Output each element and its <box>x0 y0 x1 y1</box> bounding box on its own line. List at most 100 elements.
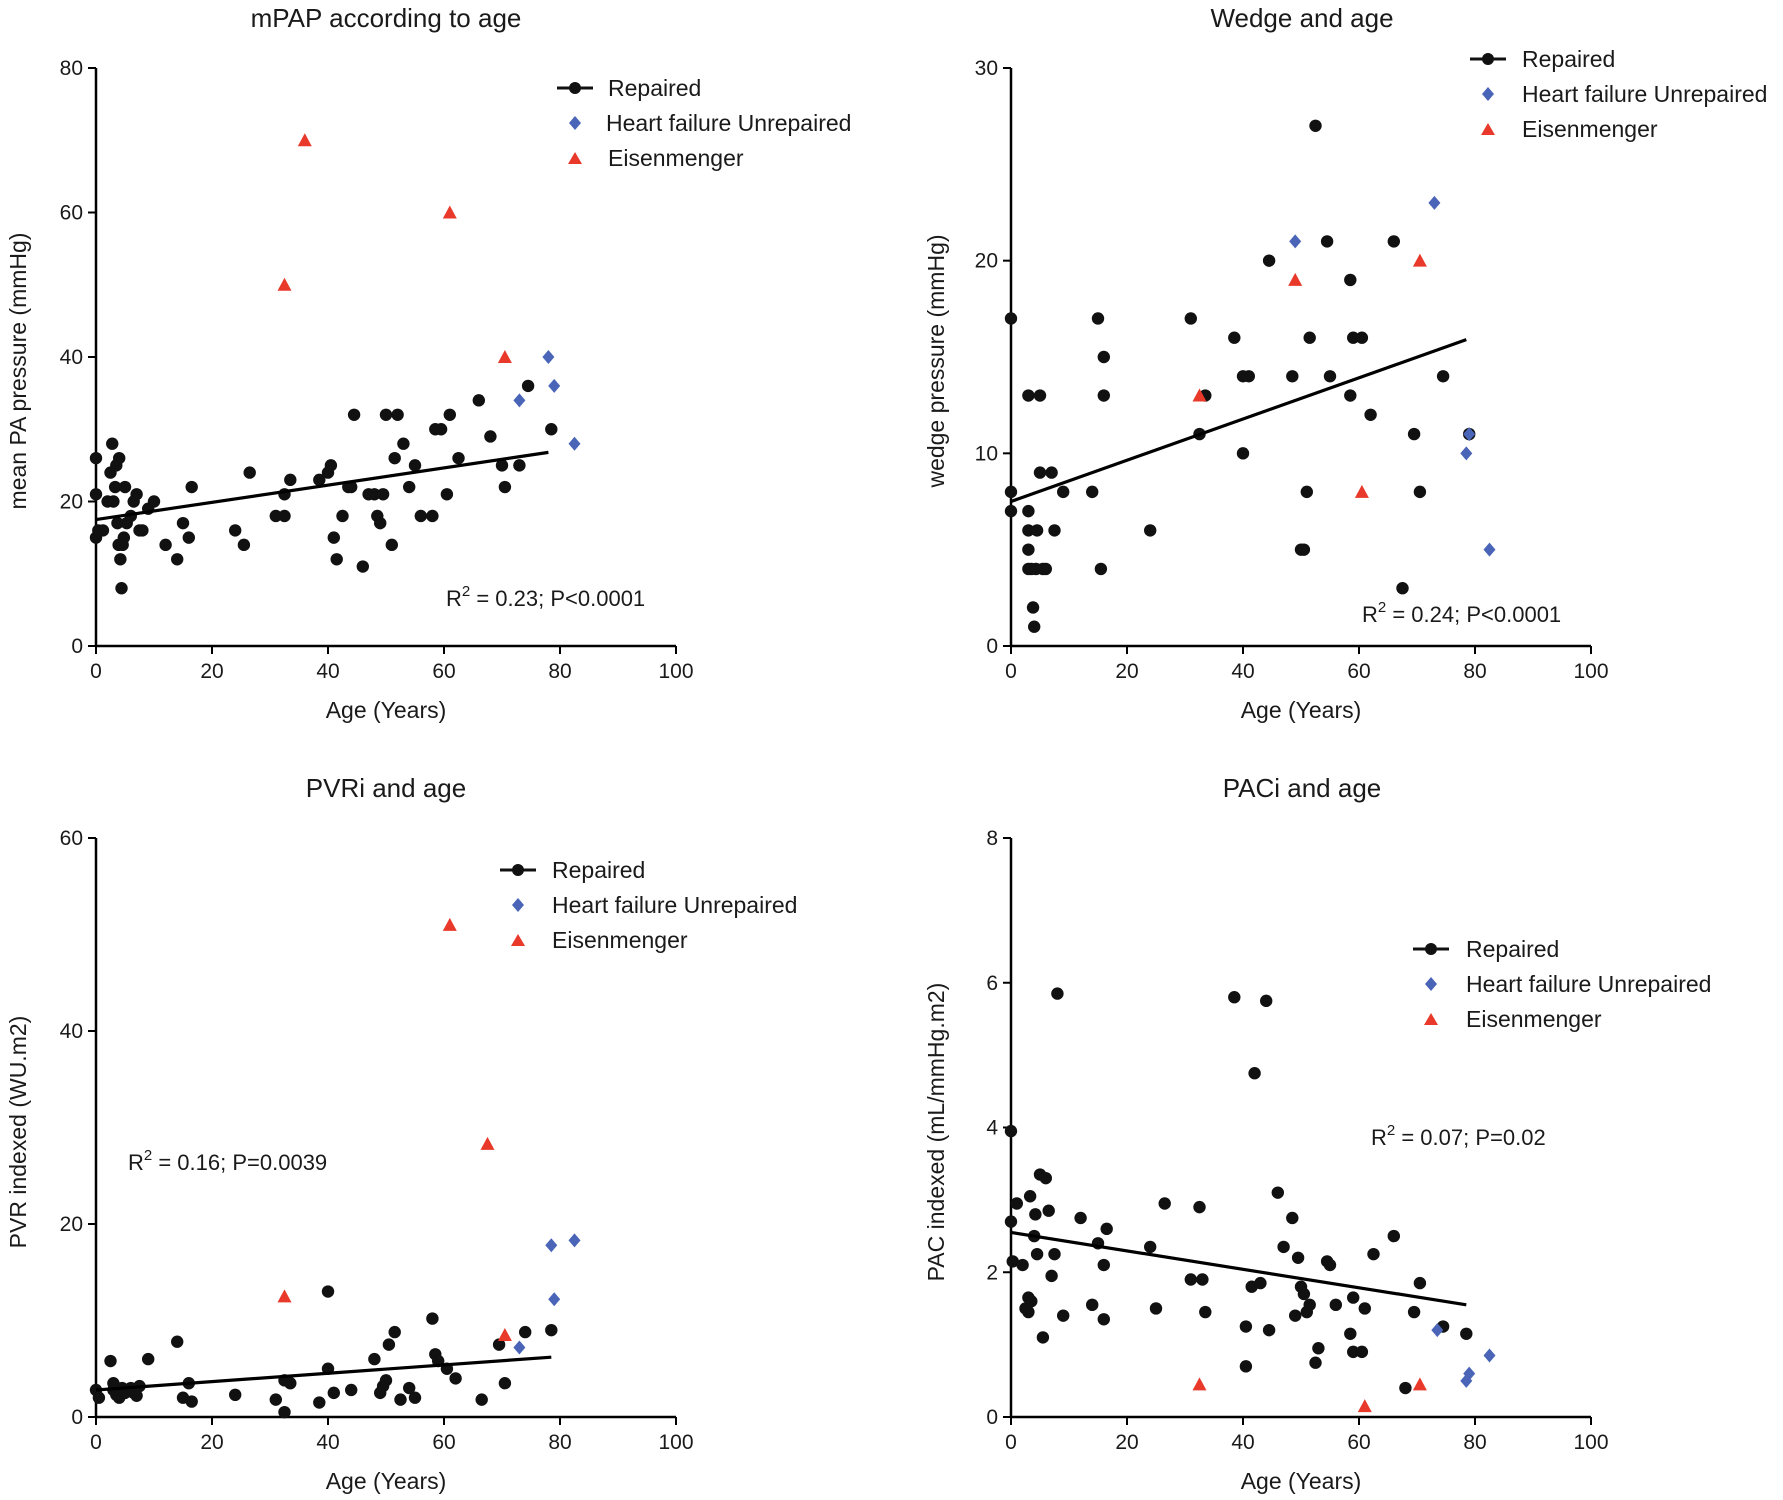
data-point-repaired <box>1193 1200 1206 1214</box>
data-point-repaired <box>1033 466 1047 479</box>
y-tick-label: 20 <box>975 250 998 273</box>
axes: 0 20 40 60 80 100 0 10 20 30 <box>975 57 1609 683</box>
data-points <box>1004 987 1496 1413</box>
data-point-heart-failure <box>548 1292 561 1307</box>
legend-marker-heart-failure <box>1482 87 1494 101</box>
data-point-repaired <box>1091 312 1105 325</box>
data-point-repaired <box>452 451 465 465</box>
legend-marker-heart-failure <box>512 898 524 912</box>
legend-marker-repaired <box>569 82 581 94</box>
data-point-repaired <box>1004 1215 1018 1228</box>
data-point-repaired <box>336 509 349 523</box>
x-tick-label: 0 <box>90 660 102 683</box>
data-point-repaired <box>1048 1247 1061 1261</box>
data-point-repaired <box>115 582 128 595</box>
data-point-eisenmenger <box>1192 1377 1207 1391</box>
data-point-repaired <box>1260 994 1273 1008</box>
y-tick-label: 20 <box>60 1213 83 1236</box>
data-point-repaired <box>397 437 410 450</box>
data-point-repaired <box>1286 1211 1299 1225</box>
data-point-heart-failure <box>568 436 581 451</box>
data-point-eisenmenger <box>277 1289 292 1303</box>
data-point-repaired <box>1228 331 1241 344</box>
data-point-repaired <box>1097 1258 1111 1272</box>
data-point-repaired <box>106 437 119 450</box>
y-axis-label: PVR indexed (WU.m2) <box>5 1016 31 1249</box>
data-point-heart-failure <box>1483 542 1496 557</box>
data-point-repaired <box>1030 1247 1044 1261</box>
data-point-eisenmenger <box>442 917 457 931</box>
data-point-repaired <box>1045 466 1058 479</box>
data-point-repaired <box>182 531 195 544</box>
data-point-repaired <box>1277 1240 1290 1254</box>
data-point-repaired <box>324 459 338 472</box>
x-tick-label: 100 <box>658 660 693 683</box>
data-point-repaired <box>513 459 526 472</box>
data-point-repaired <box>1051 987 1064 1000</box>
data-point-repaired <box>449 1372 462 1385</box>
y-axis-label: wedge pressure (mmHg) <box>923 234 949 488</box>
legend-label-heart-failure: Heart failure Unrepaired <box>1466 971 1711 997</box>
data-point-repaired <box>176 516 190 530</box>
legend-label-eisenmenger: Eisenmenger <box>608 145 744 171</box>
data-point-repaired <box>1320 235 1334 248</box>
stats-annotation: R2 = 0.23; P<0.0001 <box>446 583 645 611</box>
x-tick-label: 80 <box>548 660 571 683</box>
data-point-repaired <box>382 1338 396 1351</box>
data-point-repaired <box>403 480 416 494</box>
x-axis-label: Age (Years) <box>326 697 447 723</box>
data-point-heart-failure <box>548 378 561 393</box>
data-point-eisenmenger <box>297 133 312 147</box>
data-point-repaired <box>388 451 401 465</box>
y-tick-label: 30 <box>975 57 998 80</box>
data-point-repaired <box>1057 1309 1070 1322</box>
data-point-repaired <box>1158 1197 1171 1210</box>
data-point-repaired <box>388 1325 401 1339</box>
data-point-repaired <box>484 430 497 443</box>
data-point-repaired <box>1236 447 1250 460</box>
data-point-repaired <box>321 1285 335 1298</box>
data-point-repaired <box>1094 562 1108 576</box>
data-point-heart-failure <box>1463 1366 1476 1381</box>
y-tick-label: 0 <box>986 635 998 658</box>
x-tick-label: 40 <box>1231 1431 1254 1454</box>
data-point-repaired <box>1023 1190 1037 1203</box>
data-point-repaired <box>89 451 103 465</box>
y-tick-label: 60 <box>60 827 83 850</box>
data-point-repaired <box>1149 1302 1163 1315</box>
stats-annotation: R2 = 0.24; P<0.0001 <box>1362 599 1561 627</box>
data-point-repaired <box>1025 1295 1038 1308</box>
data-point-heart-failure <box>513 393 526 408</box>
data-point-repaired <box>385 538 398 552</box>
legend-marker-repaired <box>1425 943 1437 955</box>
data-point-eisenmenger <box>1192 388 1207 402</box>
data-point-repaired <box>1297 543 1311 556</box>
y-axis-label: mean PA pressure (mmHg) <box>5 233 31 510</box>
data-point-repaired <box>475 1393 488 1406</box>
data-point-repaired <box>1329 1298 1343 1312</box>
regression-line <box>1010 338 1467 504</box>
data-point-repaired <box>1196 1273 1209 1286</box>
x-tick-label: 40 <box>1231 660 1254 683</box>
data-point-repaired <box>114 553 127 566</box>
data-point-repaired <box>426 1312 439 1325</box>
data-point-repaired <box>113 451 126 465</box>
data-point-heart-failure <box>513 1340 526 1355</box>
x-tick-label: 80 <box>1463 660 1486 683</box>
data-point-repaired <box>1039 1171 1053 1185</box>
legend-label-eisenmenger: Eisenmenger <box>552 927 688 953</box>
data-point-repaired <box>1358 1302 1372 1315</box>
data-point-repaired <box>1407 427 1421 441</box>
data-point-repaired <box>1086 485 1099 499</box>
legend-label-repaired: Repaired <box>552 857 645 883</box>
data-point-repaired <box>1022 389 1035 402</box>
data-point-repaired <box>185 480 198 494</box>
x-tick-label: 20 <box>200 1431 223 1454</box>
data-point-eisenmenger <box>277 277 292 291</box>
data-point-repaired <box>498 480 512 494</box>
data-point-repaired <box>368 1352 381 1366</box>
data-point-repaired <box>426 509 439 523</box>
data-point-repaired <box>1309 119 1322 132</box>
data-point-repaired <box>374 516 387 530</box>
data-point-repaired <box>159 538 172 552</box>
